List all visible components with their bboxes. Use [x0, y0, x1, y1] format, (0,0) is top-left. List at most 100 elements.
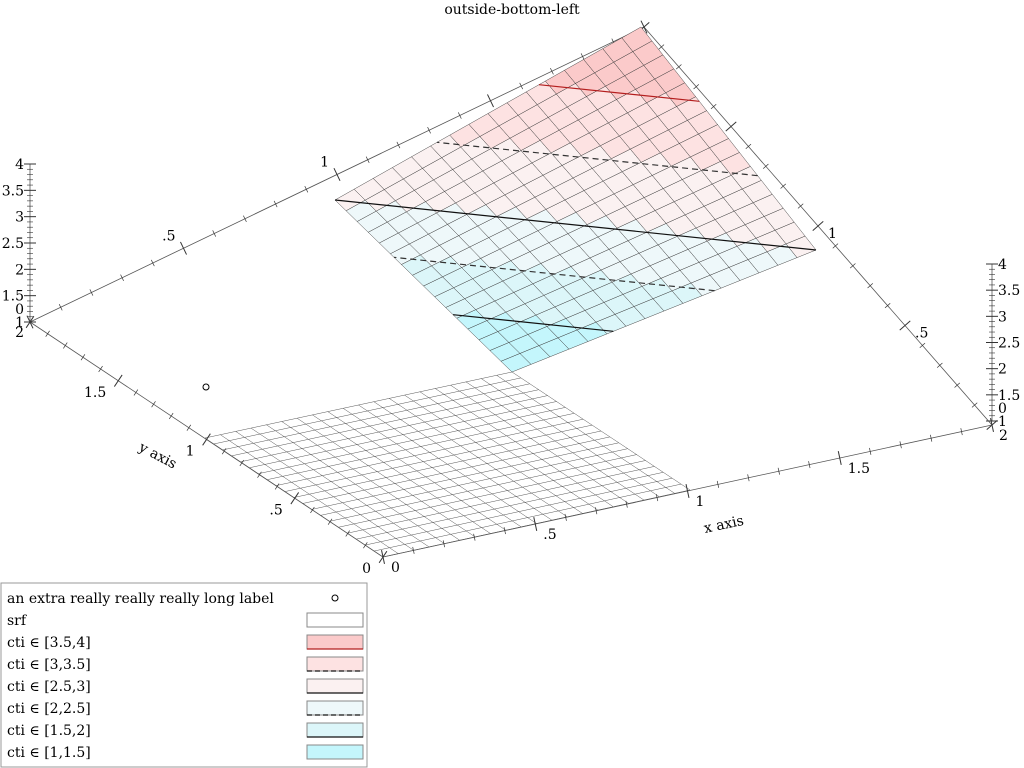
y-tick-label: .5	[269, 502, 282, 518]
srf-grid-line	[249, 401, 557, 468]
legend-label: srf	[7, 613, 28, 629]
back-y-axis-tick	[762, 163, 769, 169]
srf-grid-line	[389, 398, 568, 517]
z-tick-label: 1.5	[998, 388, 1020, 404]
back-x-tick-label: .5	[162, 228, 175, 244]
back-y-tick-label: 1	[828, 226, 837, 242]
back-x-axis-tick	[304, 185, 309, 193]
z-tick-label: 3.5	[2, 183, 24, 199]
legend-swatch	[306, 744, 364, 760]
x-tick-label: .5	[543, 527, 556, 543]
back-x-axis-tick	[273, 200, 278, 208]
x-axis-tick	[685, 484, 690, 498]
legend: an extra really really really long label…	[0, 582, 368, 768]
x-axis-tick	[473, 533, 476, 541]
legend-label: cti ∈ [1,1.5]	[7, 745, 91, 761]
srf-grid-line	[285, 424, 593, 492]
srf-grid-line	[511, 371, 691, 491]
legend-label: cti ∈ [2.5,3]	[7, 679, 91, 695]
back-x-axis-tick	[365, 156, 370, 164]
y-axis-tick	[274, 483, 280, 490]
back-y-axis-tick	[867, 283, 874, 289]
y-tick-label: 2	[15, 325, 24, 341]
back-x-axis-tick	[580, 53, 585, 60]
back-x-axis-tick	[519, 82, 524, 90]
back-y-axis-tick	[710, 104, 717, 110]
back-y-axis-tick	[899, 320, 911, 331]
x-axis-tick	[930, 434, 933, 442]
back-x-axis-tick	[243, 215, 247, 223]
back-x-axis-tick	[457, 112, 462, 119]
y-axis-tick	[257, 471, 262, 478]
y-axis-tick	[45, 330, 50, 337]
y-axis-tick	[186, 424, 192, 431]
x-axis-tick	[503, 527, 506, 535]
y-axis-tick	[202, 433, 211, 446]
srf-grid-line	[276, 418, 584, 486]
srf-grid-line	[465, 381, 645, 501]
x-axis-tick	[595, 507, 598, 515]
legend-swatch	[306, 612, 364, 628]
z-tick-label: 3	[998, 309, 1007, 325]
extra-point-marker	[202, 383, 210, 391]
back-y-axis-tick	[693, 84, 700, 90]
y-axis-tick	[113, 374, 123, 387]
y-axis-tick	[80, 354, 86, 361]
y-axis-tick	[63, 342, 68, 349]
cti-surface	[334, 26, 817, 373]
legend-box	[0, 582, 368, 768]
back-y-axis-tick	[780, 183, 787, 189]
srf-grid-line	[496, 375, 675, 494]
y-axis-tick	[310, 506, 315, 514]
contour-lines	[334, 84, 817, 332]
y-axis-tick	[221, 448, 227, 455]
srf-grid-line	[213, 377, 521, 445]
x-axis-tick	[960, 428, 963, 436]
back-y-axis-tick	[797, 203, 804, 209]
back-y-axis-tick	[849, 263, 856, 269]
back-x-axis-tick	[212, 230, 217, 237]
z-tick-label: 3	[15, 210, 24, 226]
y-axis-label: y axis	[135, 439, 179, 473]
back-x-axis-tick	[120, 274, 124, 282]
z-tick-label: 1	[15, 315, 24, 331]
x-axis-tick	[899, 441, 902, 449]
y-tick-label: 0	[362, 561, 371, 577]
back-y-axis-tick	[725, 121, 737, 132]
x-tick-label: 0	[391, 560, 400, 576]
back-x-axis-tick	[550, 67, 554, 75]
srf-grid-line	[419, 391, 599, 511]
contour-line	[452, 314, 614, 332]
legend-label: cti ∈ [3,3.5]	[7, 657, 91, 673]
srf-grid-line	[258, 407, 566, 474]
x-axis-label: x axis	[703, 513, 746, 537]
back-x-axis-tick	[427, 126, 431, 134]
x-tick-label: 2	[999, 428, 1008, 444]
y-axis-tick	[363, 542, 368, 549]
back-x-tick-label: 1	[320, 155, 329, 171]
y-axis-tick	[98, 365, 103, 373]
y-axis-tick	[239, 459, 245, 467]
y-axis-tick	[345, 530, 350, 537]
back-x-axis-tick	[180, 241, 187, 255]
x-axis-tick	[869, 447, 872, 455]
x-tick-label: 1.5	[848, 461, 870, 477]
y-axis-tick	[133, 389, 139, 396]
contour-line	[334, 199, 817, 251]
y-axis-tick	[168, 412, 174, 420]
chart-title: outside-bottom-left	[444, 2, 580, 18]
x-axis-tick	[533, 517, 538, 531]
x-axis-tick	[564, 513, 567, 521]
back-y-axis-tick	[832, 243, 839, 249]
z-tick-label: 4	[15, 157, 24, 173]
srf-grid-line	[222, 383, 530, 451]
back-x-axis-tick	[58, 303, 63, 311]
extra-point	[202, 383, 210, 391]
back-y-axis-tick	[919, 342, 926, 348]
back-x-axis-tick	[333, 167, 341, 182]
x-axis-tick	[412, 546, 415, 554]
z-tick-label: 3.5	[998, 283, 1020, 299]
back-y-axis-tick	[658, 44, 665, 50]
z-tick-label: 0	[998, 401, 1007, 417]
